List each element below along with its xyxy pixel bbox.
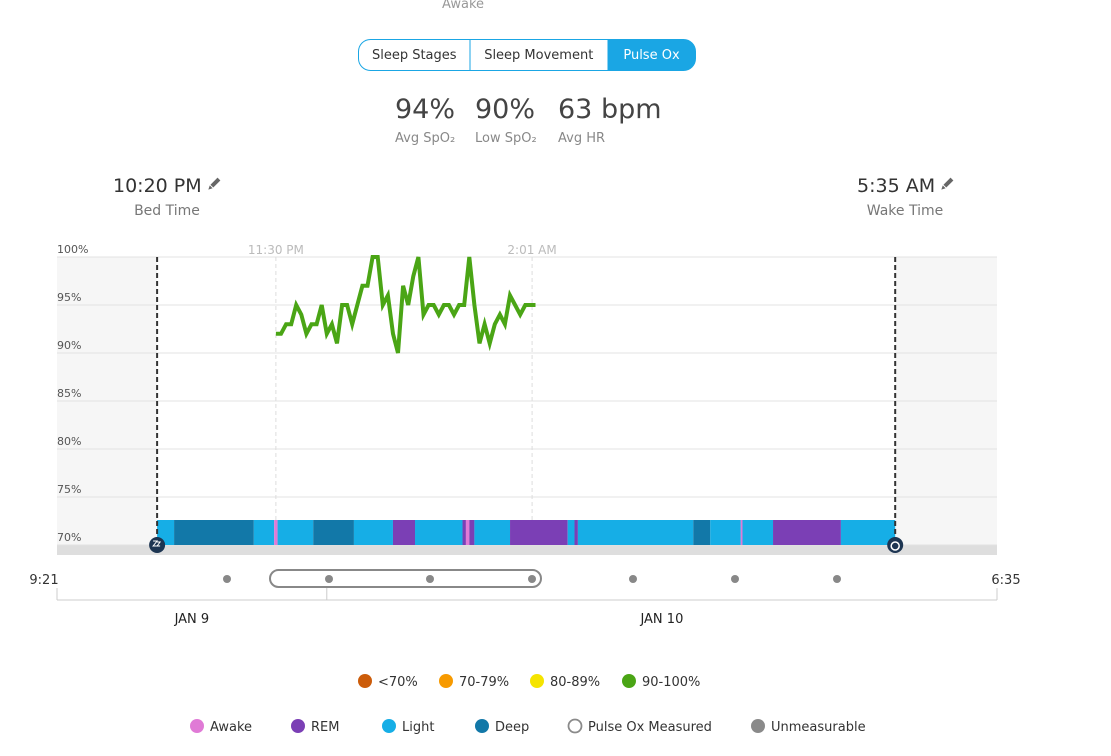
stat-label: Low SpO₂: [475, 131, 537, 146]
tab[interactable]: Sleep Stages: [372, 48, 457, 63]
legend-swatch: [567, 718, 583, 734]
navigator-dot: [426, 575, 434, 583]
legend-swatch: [439, 674, 453, 688]
wake-time: 5:35 AM: [857, 175, 935, 197]
sleep-stage: [415, 520, 463, 545]
edit-icon[interactable]: [940, 177, 954, 191]
y-tick-label: 90%: [57, 339, 81, 352]
navigator-dot: [528, 575, 536, 583]
stat-value: 63 bpm: [558, 94, 662, 125]
sleep-stage: [462, 520, 466, 545]
sleep-stage: [313, 520, 354, 545]
navigator-dot: [325, 575, 333, 583]
range-selector[interactable]: [269, 569, 542, 588]
alarm-icon-glyph: [890, 541, 900, 551]
y-tick-label: 95%: [57, 291, 81, 304]
sleep-stage: [742, 520, 774, 545]
x-tick-label: 11:30 PM: [248, 243, 304, 257]
tab[interactable]: Sleep Movement: [484, 48, 593, 63]
sleep-stage: [392, 520, 416, 545]
sleep-stage: [274, 520, 278, 545]
legend-swatch: [190, 719, 204, 733]
y-tick-label: 70%: [57, 531, 81, 544]
sleep-stage: [693, 520, 711, 545]
sleep-stage: [253, 520, 275, 545]
stat-value: 94%: [395, 94, 455, 125]
bed-time-label: Bed Time: [134, 203, 200, 219]
y-tick-label: 75%: [57, 483, 81, 496]
bed-time: 10:20 PM: [113, 175, 202, 197]
y-tick-label: 80%: [57, 435, 81, 448]
tab-active-bg: [607, 39, 696, 71]
wake-time-label: Wake Time: [867, 203, 943, 219]
sleep-icon: [149, 537, 166, 553]
stat-label: Avg SpO₂: [395, 131, 455, 146]
legend-label: Light: [402, 720, 434, 735]
legend-swatch: [358, 674, 372, 688]
legend-swatch: [622, 674, 636, 688]
sleep-stage: [840, 520, 896, 545]
legend-label: Unmeasurable: [771, 720, 866, 735]
stat-label: Avg HR: [558, 131, 605, 146]
navigator-dot: [223, 575, 231, 583]
legend-swatch: [751, 719, 765, 733]
edit-icon[interactable]: [207, 177, 221, 191]
x-tick-label: 2:01 AM: [507, 243, 556, 257]
sleep-stage: [773, 520, 841, 545]
navigator-dot: [731, 575, 739, 583]
legend-label: Pulse Ox Measured: [588, 720, 712, 735]
sleep-stage: [174, 520, 254, 545]
legend-swatch: [475, 719, 489, 733]
sleep-icon: [887, 537, 904, 553]
sleep-stage: [474, 520, 511, 545]
sleep-stage: [510, 520, 568, 545]
spo2-line: [275, 255, 536, 354]
legend-swatch: [530, 674, 544, 688]
legend-label: REM: [311, 720, 339, 735]
stat-value: 90%: [475, 94, 535, 125]
sleep-stage: [710, 520, 741, 545]
legend-label: Deep: [495, 720, 529, 735]
range-label: 6:35: [991, 573, 1020, 588]
legend-label: 80-89%: [550, 675, 600, 690]
y-tick-label: 85%: [57, 387, 81, 400]
sleep-stage: [567, 520, 575, 545]
sleep-stage: [277, 520, 314, 545]
legend-swatch: [382, 719, 396, 733]
sleep-stage: [740, 520, 743, 545]
legend-label: Awake: [210, 720, 252, 735]
legend-label: <70%: [378, 675, 418, 690]
date-label: JAN 10: [639, 612, 683, 627]
legend-label: 70-79%: [459, 675, 509, 690]
sleep-stage: [465, 520, 470, 545]
top-fragment: Awake: [442, 0, 484, 12]
sleep-stage: [577, 520, 694, 545]
legend-label: 90-100%: [642, 675, 700, 690]
sleep-stage: [469, 520, 475, 545]
navigator-dot: [629, 575, 637, 583]
sleep-icon-glyph: [152, 540, 162, 547]
navigator-dot: [833, 575, 841, 583]
sleep-stage: [353, 520, 393, 545]
date-label: JAN 9: [174, 612, 210, 627]
range-label: 9:21: [29, 573, 58, 588]
plot-bottom-strip: [57, 545, 997, 555]
legend-swatch: [291, 719, 305, 733]
sleep-stage: [574, 520, 578, 545]
y-tick-label: 100%: [57, 243, 88, 256]
tab[interactable]: Pulse Ox: [623, 48, 680, 63]
